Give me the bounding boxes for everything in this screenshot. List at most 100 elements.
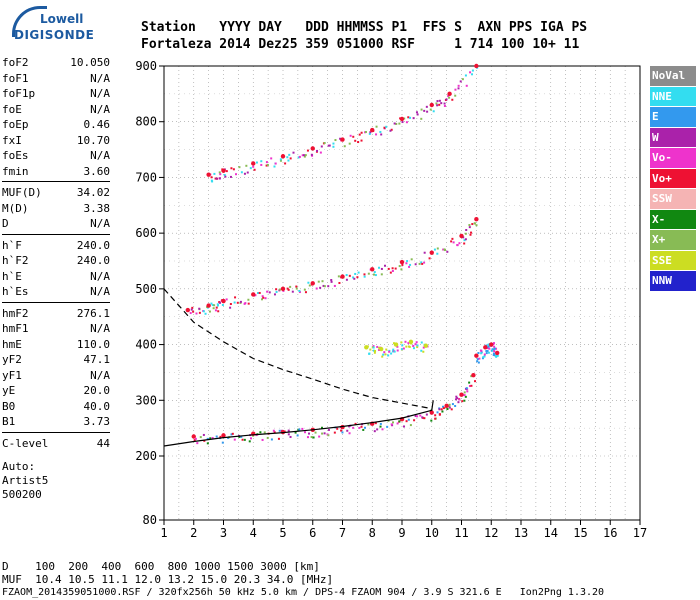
trace-dot	[476, 360, 479, 363]
trace-dot	[319, 151, 322, 154]
trace-dot	[488, 347, 491, 350]
trace-dot	[357, 271, 360, 274]
trace-dot	[492, 343, 495, 346]
trace-dot	[291, 290, 294, 293]
data-point	[370, 127, 375, 133]
trace-dot	[363, 273, 366, 276]
trace-dot	[301, 427, 304, 430]
trace-dot	[233, 438, 236, 441]
trace-dot	[481, 357, 484, 360]
param-value: 3.38	[83, 201, 111, 215]
trace-4	[364, 339, 429, 358]
param-value: 3.60	[83, 164, 111, 178]
trace-dot	[420, 261, 423, 264]
data-point	[474, 63, 479, 69]
trace-dot	[436, 252, 439, 255]
trace-dot	[292, 151, 295, 154]
trace-dot	[303, 155, 306, 158]
trace-dot	[337, 275, 340, 278]
trace-dot	[218, 177, 221, 180]
trace-dot	[266, 436, 269, 439]
trace-dot	[494, 347, 497, 350]
trace-dot	[496, 354, 499, 357]
trace-dot	[389, 129, 392, 132]
trace-dot	[446, 250, 449, 253]
legend-entry: Vo-	[650, 148, 696, 168]
trace-dot	[215, 306, 218, 309]
param-value: N/A	[90, 368, 110, 382]
trace-dot	[266, 163, 269, 166]
trace-dot	[339, 137, 342, 140]
trace-dot	[400, 348, 403, 351]
trace-dot	[194, 437, 197, 440]
param-value: 0.46	[83, 118, 111, 131]
trace-dot	[457, 87, 460, 90]
trace-dot	[420, 117, 423, 120]
trace-dot	[463, 242, 466, 245]
trace-dot	[407, 342, 410, 345]
trace-dot	[227, 436, 230, 439]
param-row: hmE 110.0	[2, 338, 110, 354]
trace-dot	[238, 166, 241, 169]
trace-dot	[495, 347, 498, 350]
trace-dot	[360, 131, 363, 134]
x-tick-label: 15	[573, 526, 587, 540]
trace-dot	[260, 160, 263, 163]
trace-dot	[369, 348, 372, 351]
trace-dot	[333, 284, 336, 287]
trace-dot	[354, 422, 357, 425]
trace-dot	[471, 223, 474, 226]
trace-dot	[457, 401, 460, 404]
param-row: foE N/A	[2, 103, 110, 119]
trace-dot	[387, 419, 390, 422]
trace-dot	[354, 139, 357, 142]
trace-dot	[408, 345, 411, 348]
trace-dot	[193, 439, 196, 442]
trace-dot	[233, 301, 236, 304]
trace-dot	[492, 348, 495, 351]
trace-dot	[274, 162, 277, 165]
y-tick-label: 500	[135, 282, 157, 296]
x-tick-label: 7	[339, 526, 346, 540]
trace-3	[206, 63, 479, 183]
legend: NoVal NNE E W Vo- Vo+ SSW X- X+ SSE NNW	[650, 66, 696, 292]
logo-line2: DIGISONDE	[14, 28, 95, 42]
trace-dot	[470, 375, 473, 378]
trace-dot	[232, 168, 235, 171]
trace-dot	[436, 100, 439, 103]
param-value: 110.0	[76, 337, 110, 351]
trace-dot	[372, 349, 375, 352]
param-value: N/A	[90, 149, 110, 162]
trace-dot	[247, 302, 250, 305]
trace-dot	[259, 431, 262, 434]
trace-dot	[248, 440, 251, 443]
trace-dot	[390, 423, 393, 426]
trace-dot	[396, 345, 399, 348]
trace-dot	[383, 126, 386, 129]
auto-block: Auto: Artist5 500200	[2, 460, 110, 502]
param-row: yF1 N/A	[2, 369, 110, 385]
trace-dot	[307, 432, 310, 435]
param-row: foEp 0.46	[2, 118, 110, 134]
trace-dot	[356, 276, 359, 279]
trace-dot	[374, 350, 377, 353]
trace-dot	[492, 342, 495, 345]
trace-dot	[327, 434, 330, 437]
trace-dot	[215, 177, 218, 180]
trace-dot	[461, 78, 464, 81]
trace-dot	[443, 248, 446, 251]
data-point	[459, 392, 464, 397]
trace-dot	[295, 287, 298, 290]
x-tick-label: 5	[279, 526, 286, 540]
trace-dot	[406, 260, 409, 263]
data-point	[221, 433, 226, 438]
trace-dot	[398, 420, 401, 423]
trace-dot	[416, 346, 419, 349]
param-value: 47.1	[83, 353, 111, 366]
trace-1	[191, 373, 477, 445]
trace-dot	[428, 257, 431, 260]
trace-2	[185, 217, 479, 315]
trace-dot	[210, 302, 213, 305]
trace-dot	[214, 309, 217, 312]
param-row: foF1 N/A	[2, 72, 110, 88]
